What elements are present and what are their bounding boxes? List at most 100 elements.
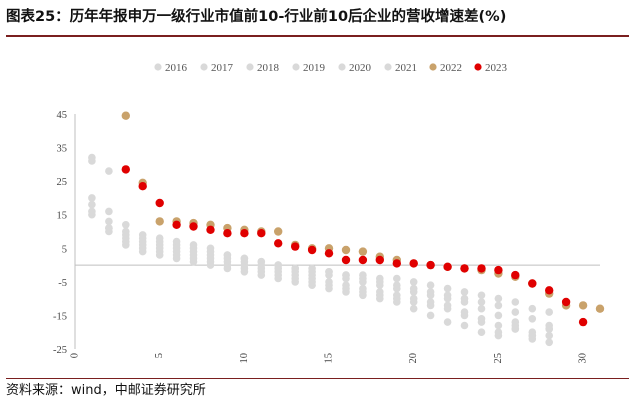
x-tick-label: 30 [577, 353, 588, 364]
y-tick-label: 35 [57, 144, 68, 155]
data-point [494, 321, 503, 330]
data-point [393, 298, 401, 306]
legend-marker [429, 63, 437, 71]
data-point [426, 260, 435, 270]
legend-label: 2021 [395, 62, 417, 74]
data-point [460, 321, 469, 330]
chart-legend: 2016 2017 2018 2019 2020 2021 2022 2023 [154, 62, 508, 74]
data-point [409, 278, 418, 286]
data-point [257, 271, 266, 279]
data-point [443, 284, 452, 293]
data-point [121, 165, 130, 174]
y-tick-label: 15 [57, 211, 68, 222]
data-point [545, 308, 553, 316]
x-tick-label: 10 [239, 353, 250, 364]
data-point [325, 271, 333, 279]
data-point [376, 281, 384, 289]
x-tick-label: 20 [408, 353, 419, 364]
data-point [595, 304, 605, 313]
data-point [409, 259, 418, 268]
data-point [460, 264, 469, 273]
data-point [122, 221, 130, 229]
data-point [105, 217, 113, 226]
data-point [308, 264, 316, 273]
chart-title: 图表25：历年年报申万一级行业市值前10-行业前10后企业的营收增速差(%) [6, 0, 629, 37]
data-point [477, 298, 486, 306]
x-tick-label: 0 [69, 353, 80, 358]
data-point [88, 157, 96, 165]
data-point [155, 198, 164, 208]
data-point [443, 304, 452, 313]
data-point [375, 255, 384, 265]
data-point [561, 297, 571, 307]
legend-marker [384, 63, 392, 71]
data-point [274, 274, 283, 283]
data-point [257, 229, 266, 238]
x-tick-label: 25 [493, 353, 504, 364]
data-point [138, 231, 147, 239]
data-point [426, 311, 435, 320]
chart-axes: 45 35 25 15 5 -5 -15 -25 0 5 10 15 20 25 30 [53, 110, 600, 364]
data-point [155, 234, 164, 242]
data-point [545, 331, 553, 340]
legend-label: 2019 [303, 62, 326, 74]
source-note: 资料来源：wind，中邮证券研究所 [6, 378, 629, 404]
data-point [342, 274, 350, 283]
data-point [494, 265, 503, 275]
data-point [545, 286, 554, 295]
data-point [460, 288, 469, 296]
data-point [477, 318, 486, 326]
data-point [528, 304, 537, 313]
data-point [189, 222, 198, 231]
y-tick-label: -15 [53, 311, 67, 322]
x-tick-label: 15 [323, 353, 334, 364]
data-point [460, 298, 469, 306]
data-point [138, 247, 147, 256]
data-point [494, 294, 503, 303]
data-point [223, 229, 232, 238]
data-point [341, 245, 351, 255]
data-point [393, 274, 401, 283]
data-point [494, 301, 503, 310]
legend-marker [200, 63, 208, 71]
data-point [307, 245, 317, 255]
data-point [359, 278, 367, 286]
data-point [443, 294, 452, 303]
data-point [477, 291, 486, 300]
data-point [172, 220, 181, 229]
data-point [443, 262, 452, 271]
data-point [426, 291, 435, 300]
legend-marker [292, 63, 300, 71]
data-point [511, 270, 520, 280]
y-tick-label: 5 [62, 244, 67, 255]
data-point [358, 247, 368, 256]
legend-marker [246, 63, 254, 71]
data-point [578, 317, 588, 327]
data-point [291, 242, 300, 251]
data-point [359, 291, 367, 300]
data-point [528, 279, 537, 288]
data-point [392, 259, 401, 268]
data-point [324, 249, 334, 258]
data-point [494, 311, 503, 320]
data-point [528, 315, 537, 323]
data-point [274, 227, 283, 236]
data-point [105, 227, 113, 236]
data-point [172, 254, 181, 263]
data-point [477, 304, 486, 313]
data-point [393, 284, 401, 293]
data-point [189, 257, 198, 266]
data-point [578, 301, 588, 310]
data-point [545, 338, 553, 347]
data-point [122, 241, 130, 249]
legend-label: 2020 [349, 62, 372, 74]
legend-marker [154, 63, 162, 71]
data-point [121, 111, 130, 120]
data-point [409, 304, 418, 313]
data-point [88, 207, 96, 216]
data-point [528, 331, 537, 340]
data-point [240, 268, 249, 276]
data-point [206, 225, 215, 234]
data-point [325, 284, 333, 293]
data-point [308, 281, 316, 289]
